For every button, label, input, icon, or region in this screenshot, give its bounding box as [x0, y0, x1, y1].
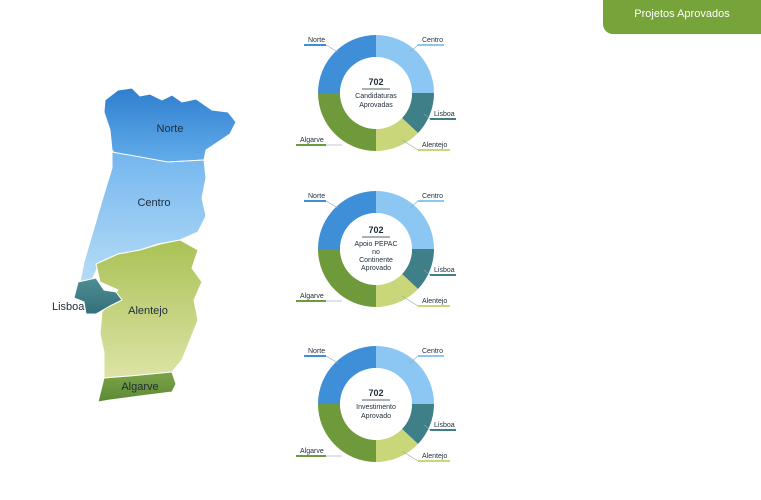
legend-callout-centro: Centro — [409, 348, 444, 364]
donut-caption-line-1: Candidaturas — [355, 93, 397, 100]
legend-callout-lisboa: Lisboa — [423, 422, 456, 431]
legend-label-algarve: Algarve — [300, 137, 324, 144]
legend-callout-alentejo: Alentejo — [401, 450, 450, 462]
donut-caption-line-1: Apoio PEPAC — [354, 241, 397, 248]
segment-lisboa[interactable] — [402, 93, 434, 133]
legend-label-centro: Centro — [422, 348, 443, 355]
legend-label-norte: Norte — [308, 348, 325, 355]
legend-label-algarve: Algarve — [300, 293, 324, 300]
donut-center — [340, 368, 412, 440]
donut-ring — [318, 346, 434, 462]
legend-label-norte: Norte — [308, 193, 325, 200]
donut-apoio-pepac: 702 Apoio PEPAC no Continente Aprovado N… — [296, 191, 456, 307]
legend-label-centro: Centro — [422, 193, 443, 200]
segment-algarve[interactable] — [318, 249, 376, 307]
segment-norte[interactable] — [318, 346, 376, 404]
legend-label-lisboa: Lisboa — [434, 267, 455, 274]
donut-investimento-aprovado: 702 Investimento Aprovado Norte Centro L… — [296, 346, 456, 462]
legend-callout-centro: Centro — [409, 37, 444, 53]
legend-callout-centro: Centro — [409, 193, 444, 209]
map-label-centro: Centro — [137, 197, 170, 209]
donut-caption-line-2: Aprovadas — [359, 102, 393, 109]
legend-callout-algarve: Algarve — [296, 448, 342, 457]
donut-caption-line-4: Aprovado — [361, 265, 391, 272]
donut-center — [340, 213, 412, 285]
segment-centro[interactable] — [376, 191, 434, 249]
legend-callout-norte: Norte — [304, 348, 339, 364]
segment-algarve[interactable] — [318, 404, 376, 462]
segment-algarve[interactable] — [318, 93, 376, 151]
legend-callout-norte: Norte — [304, 37, 339, 53]
donut-value: 702 — [368, 225, 383, 235]
legend-label-alentejo: Alentejo — [422, 453, 447, 460]
legend-label-lisboa: Lisboa — [434, 422, 455, 429]
segment-alentejo[interactable] — [376, 274, 418, 307]
donut-caption-line-1: Investimento — [356, 404, 396, 411]
map-label-alentejo: Alentejo — [128, 305, 168, 317]
legend-callout-algarve: Algarve — [296, 137, 342, 146]
segment-alentejo[interactable] — [376, 429, 418, 462]
segment-alentejo[interactable] — [376, 118, 418, 151]
map-region-algarve[interactable] — [97, 371, 177, 403]
map-label-lisboa: Lisboa — [52, 301, 85, 313]
segment-centro[interactable] — [376, 346, 434, 404]
donut-caption-line-3: Continente — [359, 257, 393, 264]
map-label-norte: Norte — [157, 123, 184, 135]
legend-callout-norte: Norte — [304, 193, 339, 209]
segment-centro[interactable] — [376, 35, 434, 93]
legend-label-alentejo: Alentejo — [422, 142, 447, 149]
segment-norte[interactable] — [318, 191, 376, 249]
segment-norte[interactable] — [318, 35, 376, 93]
donut-caption-line-2: Aprovado — [361, 413, 391, 420]
portugal-regions-map: Norte Centro Lisboa Alentejo Algarve — [52, 87, 237, 403]
legend-label-alentejo: Alentejo — [422, 298, 447, 305]
legend-label-lisboa: Lisboa — [434, 111, 455, 118]
legend-callout-alentejo: Alentejo — [401, 139, 450, 151]
segment-lisboa[interactable] — [402, 404, 434, 444]
donut-value: 702 — [368, 77, 383, 87]
donut-ring — [318, 35, 434, 151]
map-region-lisboa[interactable] — [73, 277, 123, 315]
legend-callout-algarve: Algarve — [296, 293, 342, 302]
donut-value: 702 — [368, 388, 383, 398]
donut-caption-line-2: no — [372, 249, 380, 256]
donut-ring — [318, 191, 434, 307]
map-label-algarve: Algarve — [121, 381, 158, 393]
projetos-aprovados-tab[interactable]: Projetos Aprovados — [603, 0, 761, 34]
legend-label-centro: Centro — [422, 37, 443, 44]
legend-callout-lisboa: Lisboa — [423, 111, 456, 120]
legend-label-algarve: Algarve — [300, 448, 324, 455]
legend-callout-lisboa: Lisboa — [423, 267, 456, 276]
legend-callout-alentejo: Alentejo — [401, 295, 450, 307]
donut-candidaturas-aprovadas: 702 Candidaturas Aprovadas Norte Centro … — [296, 35, 456, 151]
legend-label-norte: Norte — [308, 37, 325, 44]
donut-center — [340, 57, 412, 129]
segment-lisboa[interactable] — [402, 249, 434, 289]
